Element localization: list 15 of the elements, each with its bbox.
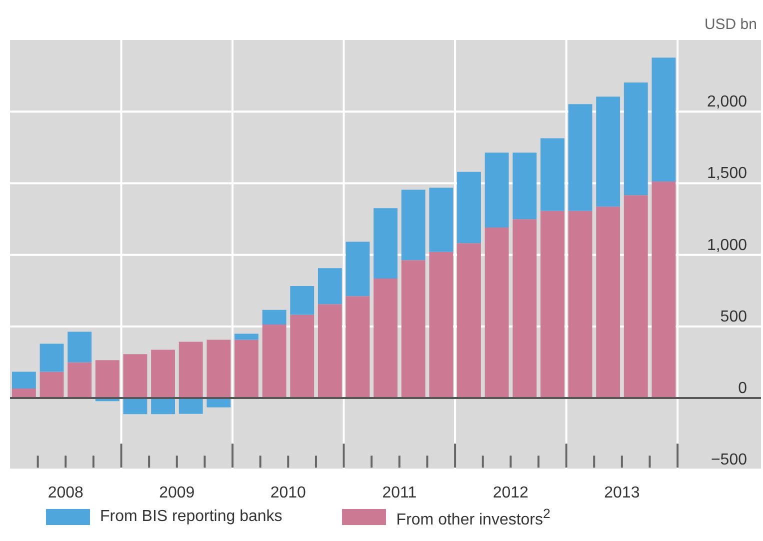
y-tick-label: 500 — [720, 308, 748, 326]
x-tick-label: 2011 — [382, 484, 417, 502]
x-tick-label: 2008 — [48, 484, 84, 502]
x-tick-label: 2012 — [492, 484, 529, 502]
x-tick-label: 2009 — [159, 484, 195, 502]
y-tick-label: −500 — [710, 452, 748, 469]
legend-label: From other investors$^{2}$ — [396, 506, 550, 529]
y-tick-label: 2,000 — [706, 94, 748, 111]
y-tick-label: 0 — [738, 380, 748, 398]
y-axis-title: USD bn — [704, 16, 757, 33]
x-tick-label: 2010 — [270, 484, 306, 502]
legend-label: From BIS reporting banks — [100, 508, 282, 526]
x-tick-label: 2013 — [604, 484, 640, 502]
y-tick-label: 1,500 — [706, 165, 748, 182]
y-tick-label: 1,000 — [706, 236, 748, 254]
